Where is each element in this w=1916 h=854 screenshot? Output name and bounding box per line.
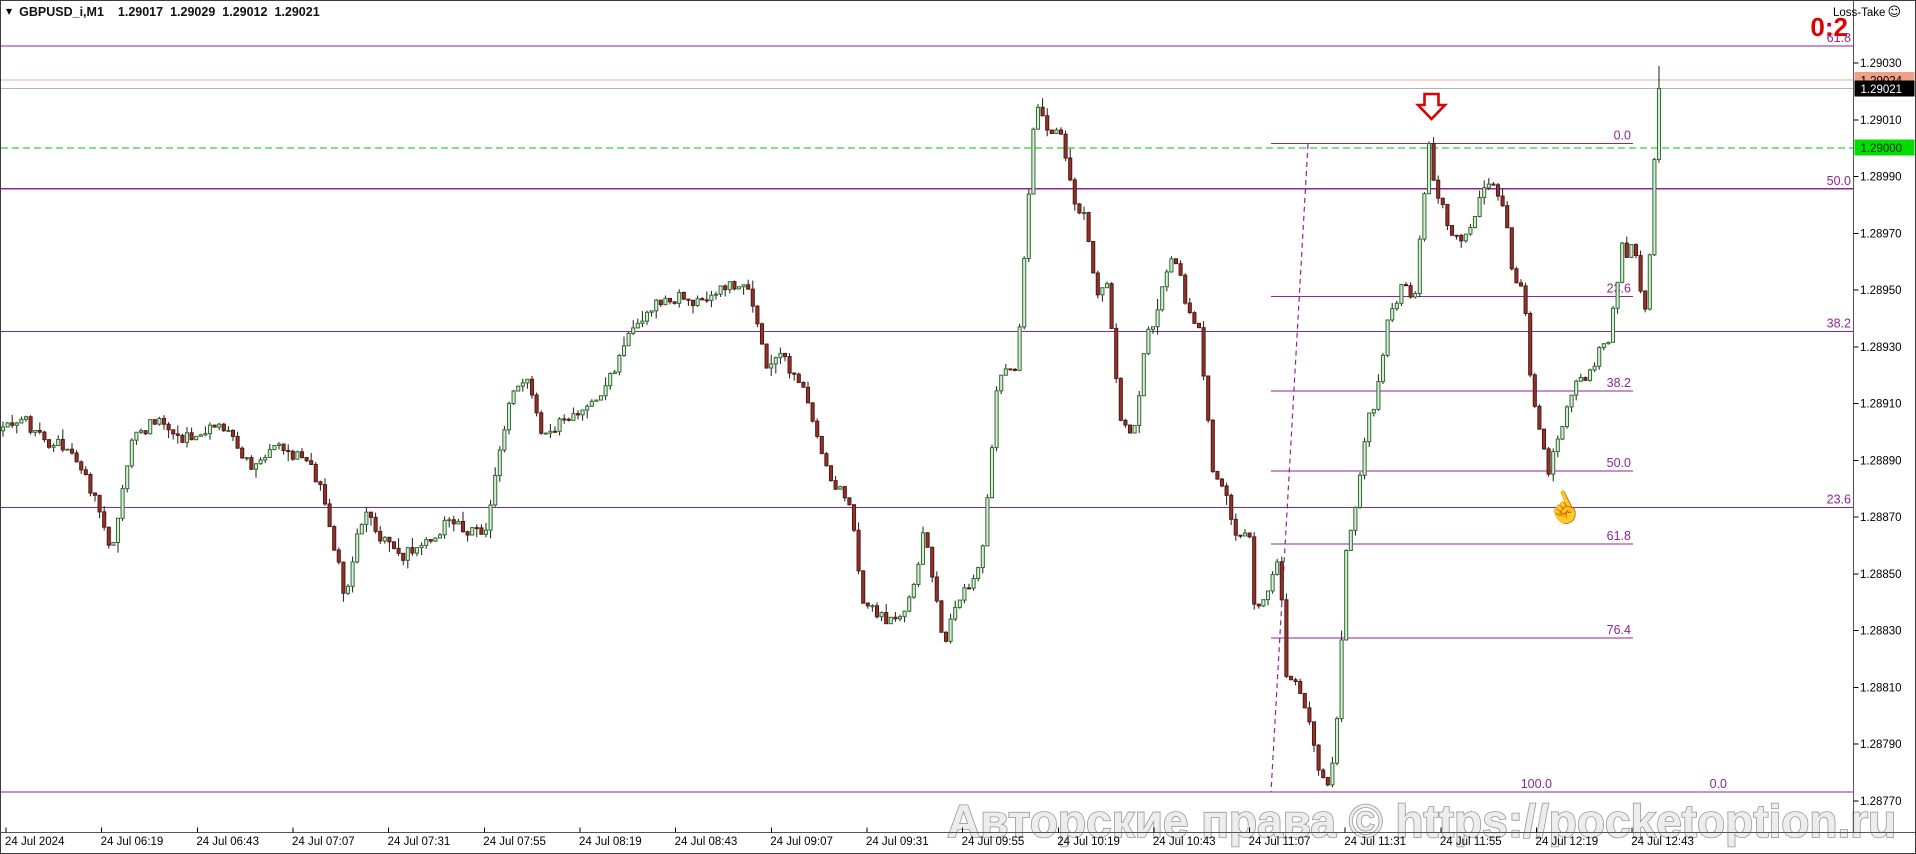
loss-take-label: Loss-Take <box>1833 7 1886 19</box>
price-tick-label: 1.28970 <box>1860 228 1902 240</box>
time-tick-label: 24 Jul 07:07 <box>292 836 355 848</box>
time-tick-label: 24 Jul 08:43 <box>675 836 738 848</box>
time-tick-label: 24 Jul 06:43 <box>196 836 259 848</box>
time-tick-label: 24 Jul 09:31 <box>866 836 929 848</box>
price-tick-label: 1.28850 <box>1860 569 1902 581</box>
svg-text:1.29000: 1.29000 <box>1861 143 1903 155</box>
time-tick-label: 24 Jul 08:19 <box>579 836 642 848</box>
time-axis: 24 Jul 2024 24 Jul 06:19 24 Jul 06:43 24 Ju… <box>5 827 1694 848</box>
time-tick-label: 24 Jul 09:55 <box>962 836 1025 848</box>
time-tick-label: 24 Jul 11:55 <box>1440 836 1502 848</box>
time-tick-label: 24 Jul 2024 <box>5 836 65 848</box>
price-tick-label: 1.28910 <box>1860 399 1902 411</box>
price-tick-label: 1.28930 <box>1860 342 1902 354</box>
time-tick-label: 24 Jul 12:19 <box>1536 836 1599 848</box>
price-tick-label: 1.29010 <box>1860 115 1902 127</box>
price-axis: 1.29030 1.29010 1.28990 1.28970 1.28950 1.289… <box>1 1 1915 833</box>
low-value: 1.29012 <box>222 5 268 19</box>
price-tick-label: 1.28770 <box>1860 796 1902 808</box>
watermark: Авторские права © https://pocketoption.r… <box>947 795 1896 847</box>
price-tick-label: 1.28990 <box>1860 172 1902 184</box>
time-tick-label: 24 Jul 10:43 <box>1153 836 1216 848</box>
fib-retracement-main-label: 50.0 <box>1827 174 1851 188</box>
time-tick-label: 24 Jul 09:07 <box>770 836 833 848</box>
fib-anchor-trendline[interactable] <box>1270 143 1309 793</box>
candlestick-series <box>1 65 1662 788</box>
fib-retracement-main-label: 0.0 <box>1710 777 1727 791</box>
price-tick-label: 1.29030 <box>1860 58 1902 70</box>
open-value: 1.29017 <box>117 5 164 19</box>
symbol-dropdown-arrow-icon[interactable]: ▼ <box>6 7 13 16</box>
fib-retracement-main-label: 61.8 <box>1827 31 1851 45</box>
fib-retracement-secondary-label: 0.0 <box>1614 129 1631 143</box>
fib-retracement-secondary-label: 38.2 <box>1607 376 1631 390</box>
fib-retracement-main-label: 23.6 <box>1827 493 1851 507</box>
time-tick-label: 24 Jul 12:43 <box>1631 836 1694 848</box>
fib-retracement-main[interactable]: 61.8 50.0 38.2 23.6 0.0 <box>1 31 1853 793</box>
price-tick-label: 1.28830 <box>1860 626 1902 638</box>
fib-retracement-main-label: 38.2 <box>1827 317 1851 331</box>
time-tick-label: 24 Jul 07:31 <box>388 836 451 848</box>
time-tick-label: 24 Jul 07:55 <box>483 836 546 848</box>
svg-text:1.29021: 1.29021 <box>1861 84 1903 96</box>
down-arrow-annotation[interactable] <box>1414 92 1449 121</box>
time-tick-label: 24 Jul 10:19 <box>1057 836 1120 848</box>
loss-take-score: 0:2 <box>1810 12 1848 42</box>
bid-price-line-tag: 1.29021 <box>1854 80 1915 97</box>
round-level-line-tag: 1.29000 <box>1854 139 1915 156</box>
fib-retracement-secondary-label: 76.4 <box>1607 623 1631 637</box>
price-tick-label: 1.28870 <box>1860 512 1902 524</box>
hand-pointer-annotation[interactable]: ☝ <box>1539 483 1588 532</box>
time-tick-label: 24 Jul 11:31 <box>1344 836 1406 848</box>
symbol-ohlc-line: ▼ GBPUSD_i,M1 1.29017 1.29029 1.29012 1.29021 <box>6 5 327 19</box>
time-tick-label: 24 Jul 11:07 <box>1249 836 1311 848</box>
loss-take-indicator: Loss-Take ☺ <box>1833 5 1901 20</box>
time-tick-label: 24 Jul 06:19 <box>101 836 164 848</box>
price-tick-label: 1.28950 <box>1860 285 1902 297</box>
close-value: 1.29021 <box>274 5 320 19</box>
fib-retracement-secondary-label: 61.8 <box>1607 529 1631 543</box>
price-tick-label: 1.28810 <box>1860 682 1902 694</box>
symbol-period-label: GBPUSD_i,M1 <box>19 5 104 19</box>
fib-retracement-secondary-label: 50.0 <box>1607 456 1631 470</box>
high-value: 1.29029 <box>170 5 216 19</box>
price-tick-label: 1.28890 <box>1860 455 1902 467</box>
fib-retracement-secondary-label: 100.0 <box>1521 777 1552 791</box>
price-tick-label: 1.28790 <box>1860 739 1902 751</box>
smiley-icon[interactable]: ☺ <box>1887 5 1901 20</box>
